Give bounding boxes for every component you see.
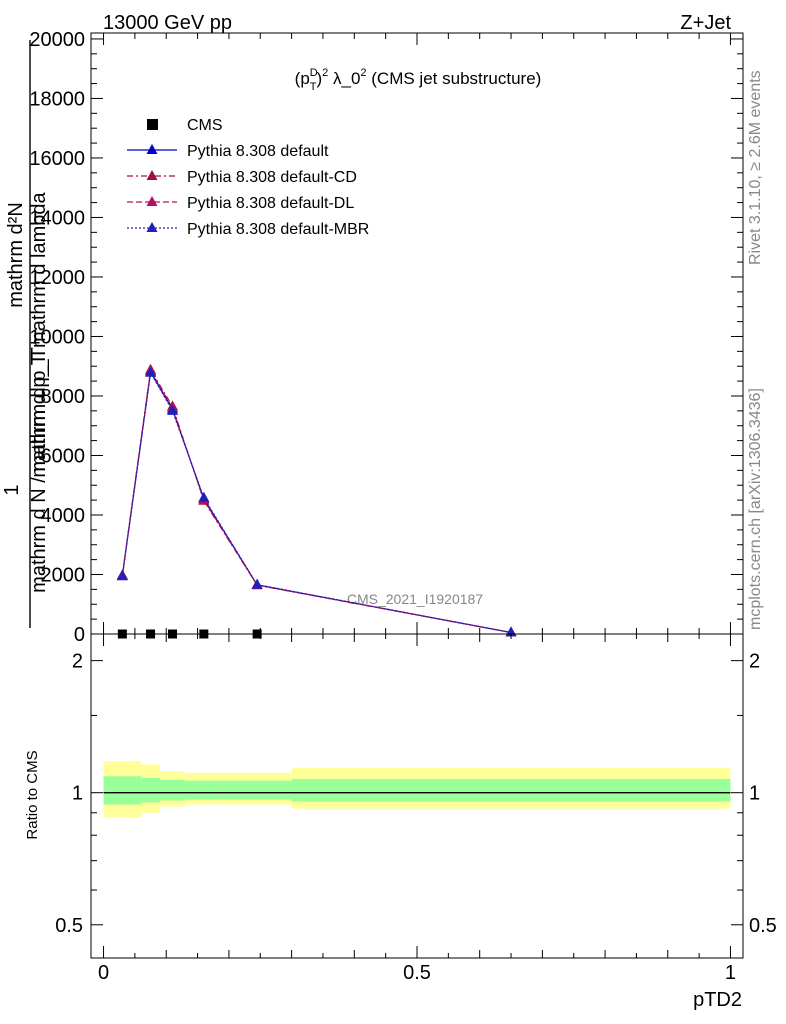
main-ytick-label: 2000 xyxy=(41,564,86,586)
ratio-ytick-label: 0.5 xyxy=(55,915,83,937)
ratio-ytick-label-right: 2 xyxy=(749,651,760,673)
plot-title: (pD T)2 λ_02 (CMS jet substructure) xyxy=(295,67,542,93)
title-tail: (CMS jet substructure) xyxy=(367,69,542,88)
ratio-ytick-label-right: 1 xyxy=(749,783,760,805)
ratio-panel: 0.5 0.5 1 1 2 2 0 0.5 1 xyxy=(55,633,777,984)
title-rest-exp: 2 xyxy=(360,67,366,79)
legend-label: Pythia 8.308 default-CD xyxy=(187,169,357,186)
header-right: Z+Jet xyxy=(680,12,731,34)
ylabel-top: mathrm d²N xyxy=(5,202,27,308)
ratio-xtick-label: 0.5 xyxy=(403,962,431,984)
rivet-label: Rivet 3.1.10, ≥ 2.6M events xyxy=(747,70,764,265)
main-ytick-label: 16000 xyxy=(29,148,85,170)
header-left: 13000 GeV pp xyxy=(103,12,232,34)
band-green xyxy=(222,780,292,800)
band-green xyxy=(185,780,223,800)
main-ytick-label: 18000 xyxy=(29,88,85,110)
ratio-ytick-label-right: 0.5 xyxy=(749,915,777,937)
main-ytick-label: 20000 xyxy=(29,29,85,51)
ratio-xlabel: pTD2 xyxy=(693,989,742,1011)
series-point xyxy=(251,578,263,589)
main-ytick-label: 14000 xyxy=(29,207,85,229)
band-green xyxy=(159,779,186,801)
legend-marker xyxy=(147,119,158,130)
main-ytick-label: 12000 xyxy=(29,267,85,289)
ylabel-bottom: mathrm d N / mathrm d p_T xyxy=(28,347,50,593)
title-sub: T xyxy=(310,81,317,93)
ratio-ytick-label: 1 xyxy=(72,783,83,805)
main-ytick-label: 4000 xyxy=(41,505,86,527)
series-point xyxy=(145,366,157,377)
legend-marker xyxy=(146,170,158,180)
ylabel-one: 1 xyxy=(1,484,23,495)
band-green xyxy=(141,778,160,803)
series-point xyxy=(116,570,128,581)
ratio-ylabel: Ratio to CMS xyxy=(24,750,41,839)
series-point xyxy=(167,404,178,415)
title-exp: 2 xyxy=(322,67,328,79)
legend-label: Pythia 8.308 default-MBR xyxy=(187,221,369,238)
title-open: (p xyxy=(295,69,310,88)
title-sup: D xyxy=(310,67,318,79)
ylabel-mid: mathrm d p_T mathrm d lambda xyxy=(28,191,50,477)
series-point xyxy=(198,491,210,502)
legend-label: Pythia 8.308 default-DL xyxy=(187,195,354,212)
mcplots-label: mcplots.cern.ch [arXiv:1306.3436] xyxy=(747,388,764,630)
legend-marker xyxy=(146,144,158,154)
ratio-ytick-label: 2 xyxy=(72,651,83,673)
legend-label: Pythia 8.308 default xyxy=(187,143,329,160)
band-green xyxy=(103,776,142,805)
legend-label: CMS xyxy=(187,117,223,134)
legend-marker xyxy=(146,196,158,206)
ratio-xtick-label: 1 xyxy=(725,962,736,984)
main-ytick-label: 0 xyxy=(74,624,85,646)
main-ytick-label: 6000 xyxy=(41,445,86,467)
title-rest: λ_0 xyxy=(328,69,360,88)
main-panel: 0 2000 4000 6000 8000 10000 12000 14000 16000 180… xyxy=(29,29,744,646)
watermark: CMS_2021_I1920187 xyxy=(347,591,483,607)
legend: CMS Pythia 8.308 default Pythia 8.308 defa… xyxy=(127,117,369,238)
main-ytick-label: 8000 xyxy=(41,386,86,408)
legend-marker xyxy=(146,222,158,232)
ratio-xtick-label: 0 xyxy=(98,962,109,984)
main-ytick-label: 10000 xyxy=(29,326,85,348)
band-green xyxy=(291,778,731,802)
